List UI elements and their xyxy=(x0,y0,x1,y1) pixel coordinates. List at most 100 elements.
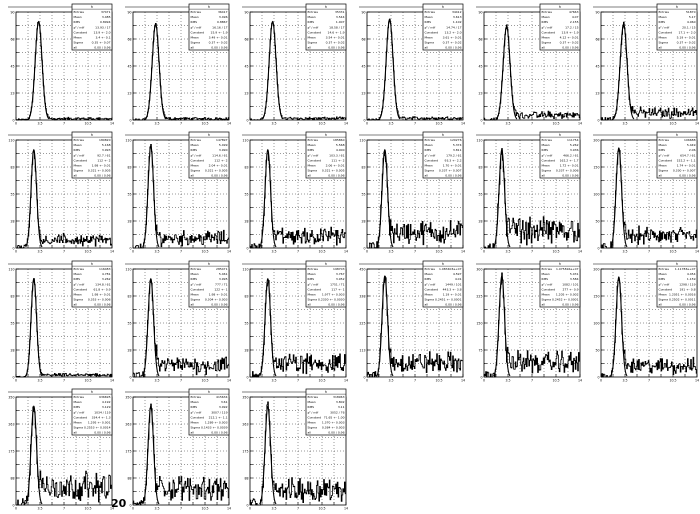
x-tick-label: 7 xyxy=(648,122,650,126)
stats-value: 15.9 +- 1.9 xyxy=(211,30,228,34)
x-tick-label: 0 xyxy=(132,507,134,511)
stats-value: 777 / 71 xyxy=(215,282,228,286)
fit-curve xyxy=(259,148,277,248)
stats-value: 1449 / 101 xyxy=(445,282,461,286)
x-tick-label: 0 xyxy=(249,379,251,383)
x-tick-label: 0 xyxy=(132,379,134,383)
stats-label: Mean xyxy=(74,292,82,296)
y-tick-label: 100 xyxy=(593,322,599,326)
stats-label: Entries xyxy=(191,10,202,14)
stats-label: Entries xyxy=(74,138,85,142)
stats-value: 17.1 +- 2.0 xyxy=(679,30,696,34)
stats-label: RMS xyxy=(542,148,549,152)
fit-curve xyxy=(610,276,628,377)
x-tick-label: 7 xyxy=(63,507,65,511)
stats-value: 285471 xyxy=(216,267,228,271)
stats-value: 198703 xyxy=(333,267,345,271)
x-tick-label: 14 xyxy=(344,250,348,254)
y-tick-label: 100 xyxy=(593,193,599,197)
stats-value: 1.977 +- 0.003 xyxy=(322,292,345,296)
fit-curve xyxy=(25,148,43,248)
stats-value: 2.06 +- 0.01 xyxy=(326,163,345,167)
footer-label: 20 xyxy=(111,497,127,510)
stats-label: Mean xyxy=(191,143,199,147)
x-tick-label: 0 xyxy=(249,507,251,511)
x-tick-label: 3.5 xyxy=(154,122,159,126)
y-tick-label: 68 xyxy=(478,38,482,42)
stats-value: 0.353 +- 0.006 xyxy=(88,298,111,302)
y-tick-label: 90 xyxy=(127,11,131,15)
x-tick-label: 10.5 xyxy=(552,379,559,383)
stats-label: Mean xyxy=(425,15,433,19)
stats-value: 0.384 +- 0.003 xyxy=(322,426,345,430)
stats-label: all xyxy=(659,303,663,307)
stats-value: 5.19 +- 0.01 xyxy=(677,35,696,39)
stats-label: Sigma xyxy=(542,41,552,45)
stats-value: 3.544 xyxy=(336,15,345,19)
stats-label: RMS xyxy=(659,148,666,152)
stats-title: h xyxy=(442,5,444,9)
fit-curve xyxy=(25,405,43,505)
x-tick-label: 14 xyxy=(227,507,231,511)
y-tick-label: 263 xyxy=(8,423,14,427)
stats-label: Sigma xyxy=(308,426,318,430)
y-tick-label: 0 xyxy=(597,376,599,380)
y-tick-label: 50 xyxy=(595,349,599,353)
stats-value: 0.321 +- 0.005 xyxy=(88,169,111,173)
stats-label: RMS xyxy=(425,148,432,152)
stats-box xyxy=(188,131,230,179)
stats-value: 0.00 / 0.96 xyxy=(679,174,695,178)
stats-title: h xyxy=(208,262,210,266)
stats-label: all xyxy=(659,46,663,50)
y-tick-label: 110 xyxy=(125,139,131,143)
stats-title: h xyxy=(442,133,444,137)
stats-label: Mean xyxy=(308,163,316,167)
stats-label: Constant xyxy=(74,158,88,162)
stats-label: Constant xyxy=(74,30,88,34)
y-tick-label: 28 xyxy=(244,349,248,353)
fit-curve xyxy=(142,277,160,377)
stats-label: RMS xyxy=(308,405,315,409)
stats-value: 277 +- 0.9 xyxy=(562,287,578,291)
stats-value: 112 +- 2 xyxy=(214,158,227,162)
stats-value: 3.802 xyxy=(336,400,345,404)
stats-value: 1751 / 71 xyxy=(330,282,344,286)
stats-label: Constant xyxy=(425,158,439,162)
y-tick-label: 0 xyxy=(246,119,248,123)
stats-label: Constant xyxy=(308,415,322,419)
stats-value: 13.9 +- 2.0 xyxy=(94,30,111,34)
stats-value: 415634 xyxy=(216,395,228,399)
stats-title: h xyxy=(325,262,327,266)
stats-label: Entries xyxy=(542,10,553,14)
x-tick-label: 0 xyxy=(15,507,17,511)
stats-label: RMS xyxy=(425,20,432,24)
y-tick-label: 110 xyxy=(8,268,14,272)
x-tick-label: 10.5 xyxy=(669,250,676,254)
stats-value: 0.37 +- 0.02 xyxy=(677,41,696,45)
stats-title: h xyxy=(559,133,561,137)
x-tick-label: 10.5 xyxy=(435,250,442,254)
stats-box xyxy=(188,260,230,308)
stats-value: 0.2502 +- 0.0011 xyxy=(669,298,696,302)
stats-title: h xyxy=(91,133,93,137)
stats-label: all xyxy=(191,303,195,307)
stats-box xyxy=(305,3,347,51)
x-tick-label: 10.5 xyxy=(201,122,208,126)
y-tick-label: 88 xyxy=(244,477,248,481)
x-tick-label: 10.5 xyxy=(669,122,676,126)
x-tick-label: 0 xyxy=(366,250,368,254)
stats-value: 35331 xyxy=(335,10,345,14)
stats-value: 5.449 xyxy=(687,143,696,147)
stats-label: χ² / ndf xyxy=(191,25,203,29)
x-tick-label: 3.5 xyxy=(505,250,510,254)
y-tick-label: 175 xyxy=(125,450,131,454)
y-tick-label: 28 xyxy=(127,349,131,353)
stats-value: 1.370 +- 0.003 xyxy=(322,420,345,424)
stats-label: all xyxy=(308,431,312,435)
stats-value: 1.007 xyxy=(336,20,345,24)
